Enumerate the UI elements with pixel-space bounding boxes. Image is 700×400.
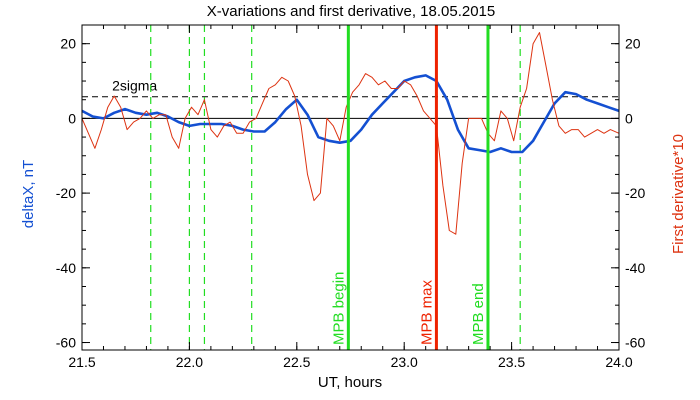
event-label-0: MPB begin — [330, 272, 347, 345]
y-tick-label-right-0: 20 — [625, 36, 641, 52]
y-tick-label-right-4: -60 — [625, 335, 645, 351]
y-tick-label-right-3: -40 — [625, 260, 645, 276]
plot-area: 2sigma MPB begin MPB max MPB end 21.5 22.0 22.… — [56, 24, 645, 370]
event-label-1: MPB max — [418, 279, 435, 345]
x-tick-label-2: 22.5 — [283, 354, 310, 370]
y-tick-label-left-2: -20 — [56, 185, 76, 201]
y-axis-label-left: deltaX, nT — [20, 160, 37, 228]
x-tick-label-5: 24.0 — [605, 354, 632, 370]
y-tick-label-left-1: 0 — [68, 110, 76, 126]
threshold-label: 2sigma — [112, 78, 157, 94]
chart-title: X-variations and first derivative, 18.05… — [207, 3, 496, 20]
plot-frame — [81, 24, 620, 351]
y-tick-label-left-3: -40 — [56, 260, 76, 276]
y-axis-label-right: First derivative*10 — [670, 134, 687, 254]
y-tick-label-left-4: -60 — [56, 335, 76, 351]
event-label-2: MPB end — [470, 283, 487, 345]
y-tick-label-left-0: 20 — [60, 36, 76, 52]
x-tick-label-3: 23.0 — [391, 354, 418, 370]
x-axis-label: UT, hours — [318, 374, 382, 391]
x-tick-label-0: 21.5 — [68, 354, 95, 370]
x-tick-label-4: 23.5 — [498, 354, 525, 370]
x-tick-label-1: 22.0 — [176, 354, 203, 370]
series-line-deltaX — [81, 74, 620, 154]
y-tick-label-right-2: -20 — [625, 185, 645, 201]
y-tick-label-right-1: 0 — [625, 110, 633, 126]
